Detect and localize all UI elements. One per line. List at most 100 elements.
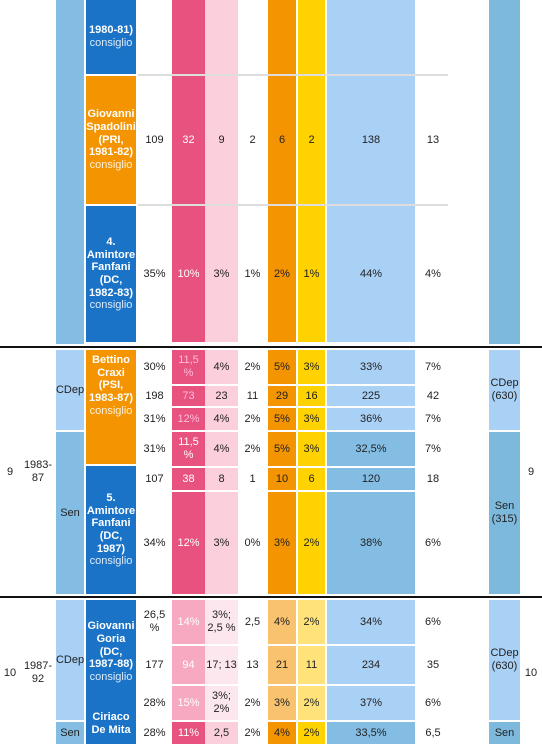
leader-name: 1980-81) [88, 24, 134, 37]
value-cell: 13 [246, 658, 259, 671]
value-cell: 12% [172, 408, 205, 430]
value-cell: 33,5% [327, 722, 415, 744]
value-cell: 36% [327, 408, 415, 430]
value-cell: 14% [172, 600, 205, 644]
value-cell: 17; 13 [205, 646, 238, 684]
legislature-divider [0, 346, 542, 348]
value-cell: 6 [298, 468, 325, 490]
value-cell: 32,5% [327, 432, 415, 466]
value-cell: 2 [298, 76, 325, 204]
value-cell: 6 [268, 76, 296, 204]
value-cell: 9 [205, 76, 238, 204]
value-cell: 5% [268, 432, 296, 466]
value-cell: 8 [205, 468, 238, 490]
legislature-8-seats-cell [489, 0, 520, 344]
legislature-number-right: 10 [524, 666, 538, 679]
value-cell: 7% [425, 412, 441, 425]
value-cell: 11 [298, 646, 325, 684]
value-cell: 1 [249, 472, 256, 485]
leader-role: consiglio [89, 670, 133, 683]
legislature-years: 1987-92 [24, 660, 52, 685]
leader-cell-cossiga: 1980-81) consiglio [86, 0, 136, 74]
value-cell: 73 [172, 386, 205, 406]
value-cell: 4% [205, 350, 238, 384]
value-cell: 3% [268, 686, 296, 720]
value-cell: 177 [145, 658, 164, 671]
value-cell: 7% [425, 360, 441, 373]
value-cell: 35% [143, 267, 166, 280]
value-cell: 1% [244, 267, 261, 280]
value-cell: 3%; 2,5 % [205, 600, 238, 644]
value-cell: 2% [244, 442, 261, 455]
value-cell: 6% [425, 615, 441, 628]
bar-cell [298, 0, 325, 74]
value-cell: 11 [246, 389, 259, 402]
leader-name: Bettino Craxi (PSI, 1983-87) [88, 354, 134, 404]
value-cell: 3% [205, 206, 238, 342]
value-cell: 31% [143, 442, 166, 455]
value-cell: 3% [268, 492, 296, 594]
value-cell: 4% [425, 267, 441, 280]
value-cell: 107 [145, 472, 164, 485]
seats-cdep: CDep (630) [489, 600, 520, 720]
value-cell: 28% [143, 696, 166, 709]
value-cell: 2% [298, 600, 325, 644]
legislature-divider [0, 596, 542, 598]
value-cell: 34% [327, 600, 415, 644]
value-cell: 26,5 % [143, 609, 166, 634]
value-cell: 3% [298, 432, 325, 466]
bar-cell [172, 0, 205, 74]
value-cell: 2,5 [244, 615, 261, 628]
legislature-number: 9 [6, 465, 14, 478]
value-cell: 225 [327, 386, 415, 406]
value-cell: 1% [298, 206, 325, 342]
seats-sen: Sen (315) [489, 432, 520, 594]
legislature-number: 10 [3, 666, 17, 679]
value-cell: 2% [244, 696, 261, 709]
value-cell: 15% [172, 686, 205, 720]
leader-role: consiglio [89, 404, 133, 417]
leader-role: consiglio [89, 555, 133, 568]
value-cell: 3% [205, 492, 238, 594]
value-cell: 4% [205, 432, 238, 466]
value-cell: 23 [205, 386, 238, 406]
value-cell: 6% [425, 696, 441, 709]
leader-cell-demita: Ciriaco De Mita [86, 704, 136, 744]
value-cell: 2% [244, 412, 261, 425]
value-cell: 0% [244, 536, 261, 549]
value-cell: 2% [244, 360, 261, 373]
value-cell: 234 [327, 646, 415, 684]
value-cell: 6% [425, 536, 441, 549]
value-cell: 38% [327, 492, 415, 594]
legislature-number-right: 9 [527, 465, 535, 478]
leader-name: Giovanni Goria (DC, 1987-88) [87, 620, 135, 671]
value-cell: 2 [249, 133, 256, 146]
value-cell: 16 [298, 386, 325, 406]
value-cell: 7% [425, 442, 441, 455]
value-cell: 12% [172, 492, 205, 594]
value-cell: 4% [205, 408, 238, 430]
value-cell: 44% [327, 206, 415, 342]
value-cell: 35 [426, 658, 440, 671]
leader-cell-fanfani-4: 4. Amintore Fanfani (DC, 1982-83) consig… [86, 206, 136, 342]
value-cell: 4% [268, 600, 296, 644]
value-cell: 10% [172, 206, 205, 342]
house-label-sen: Sen [56, 432, 84, 594]
leader-name: 4. Amintore Fanfani (DC, 1982-83) [86, 236, 136, 299]
leader-cell-fanfani-5: 5. Amintore Fanfani (DC, 1987) consiglio [86, 466, 136, 594]
house-label-sen: Sen [56, 722, 84, 744]
value-cell: 38 [172, 468, 205, 490]
value-cell: 3% [298, 350, 325, 384]
seats-sen: Sen [489, 722, 520, 744]
value-cell: 28% [143, 726, 166, 739]
value-cell: 18 [426, 472, 440, 485]
leader-name: Giovanni Spadolini (PRI, 1981-82) [86, 108, 136, 159]
value-cell: 13 [426, 133, 440, 146]
value-cell: 2% [268, 206, 296, 342]
value-cell: 30% [143, 360, 166, 373]
value-cell: 6,5 [425, 726, 441, 739]
value-cell: 11,5 % [172, 432, 205, 466]
value-cell: 29 [268, 386, 296, 406]
value-cell: 3% [298, 408, 325, 430]
value-cell: 2% [298, 492, 325, 594]
